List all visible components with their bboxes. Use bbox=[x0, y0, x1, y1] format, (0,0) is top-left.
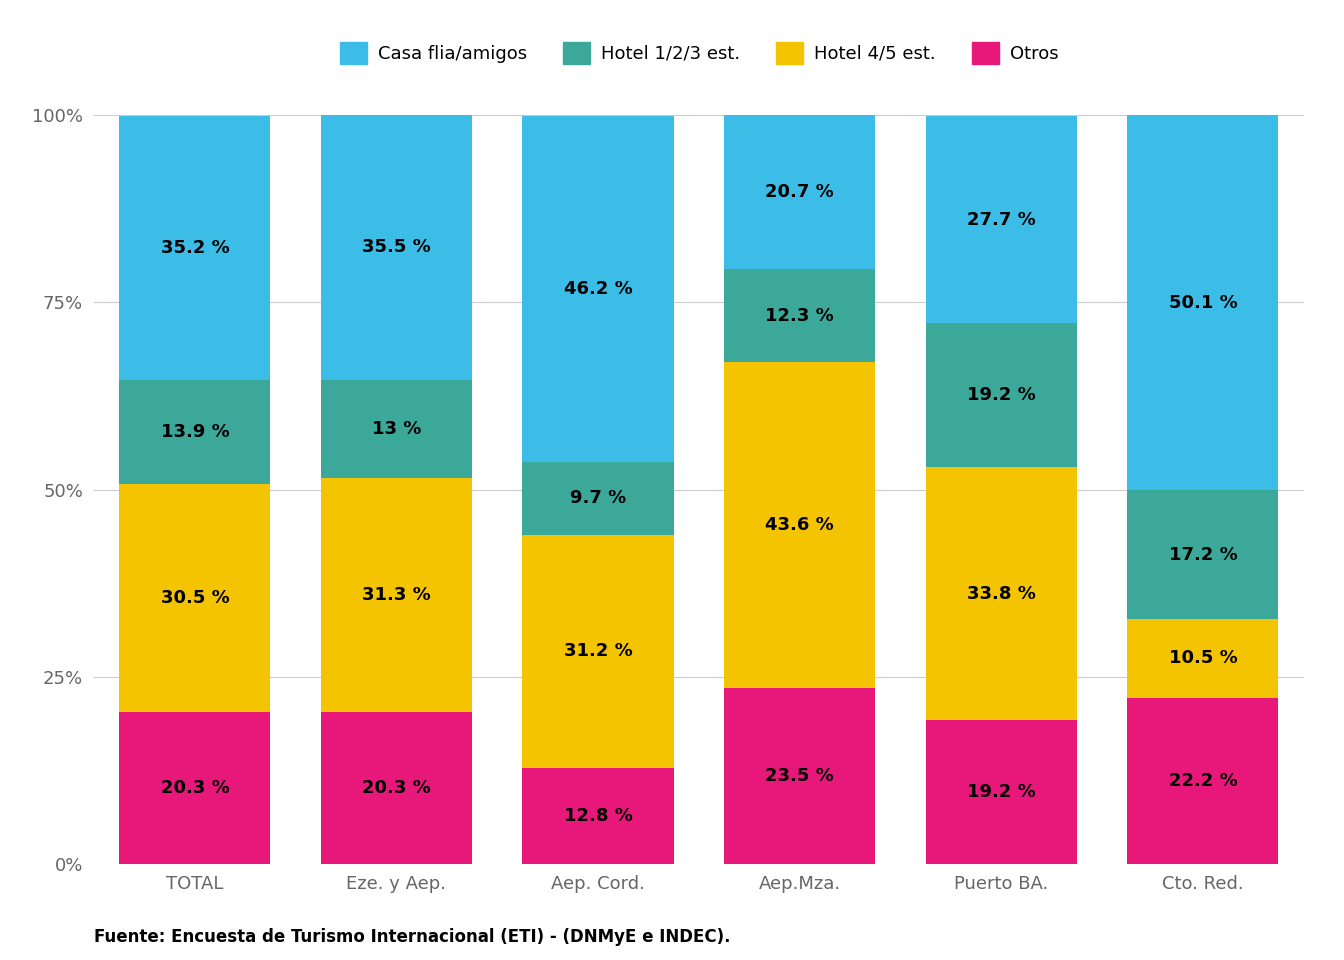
Bar bbox=[321, 114, 472, 380]
Text: 23.5 %: 23.5 % bbox=[765, 767, 835, 785]
Bar bbox=[120, 379, 270, 484]
Text: 50.1 %: 50.1 % bbox=[1168, 294, 1238, 312]
Bar bbox=[1128, 698, 1278, 864]
Bar bbox=[724, 688, 875, 864]
Text: 9.7 %: 9.7 % bbox=[570, 490, 626, 507]
Bar bbox=[523, 462, 673, 535]
Text: 17.2 %: 17.2 % bbox=[1168, 545, 1238, 564]
Bar bbox=[724, 114, 875, 270]
Text: 13.9 %: 13.9 % bbox=[160, 422, 230, 441]
Bar bbox=[926, 324, 1077, 468]
Bar bbox=[321, 712, 472, 864]
Bar bbox=[1128, 491, 1278, 619]
Bar bbox=[120, 712, 270, 864]
Text: 19.2 %: 19.2 % bbox=[966, 783, 1036, 801]
Text: Fuente: Encuesta de Turismo Internacional (ETI) - (DNMyE e INDEC).: Fuente: Encuesta de Turismo Internaciona… bbox=[94, 927, 731, 946]
Text: 10.5 %: 10.5 % bbox=[1168, 650, 1238, 667]
Text: 20.3 %: 20.3 % bbox=[362, 779, 431, 797]
Bar bbox=[1128, 115, 1278, 491]
Text: 46.2 %: 46.2 % bbox=[563, 280, 633, 298]
Bar bbox=[926, 116, 1077, 324]
Text: 20.3 %: 20.3 % bbox=[160, 779, 230, 797]
Bar bbox=[926, 720, 1077, 864]
Text: 27.7 %: 27.7 % bbox=[966, 210, 1036, 228]
Bar bbox=[724, 362, 875, 688]
Bar bbox=[724, 270, 875, 362]
Bar bbox=[523, 116, 673, 462]
Legend: Casa flia/amigos, Hotel 1/2/3 est., Hotel 4/5 est., Otros: Casa flia/amigos, Hotel 1/2/3 est., Hote… bbox=[332, 35, 1066, 71]
Text: 43.6 %: 43.6 % bbox=[765, 516, 835, 534]
Bar bbox=[321, 478, 472, 712]
Bar bbox=[321, 380, 472, 478]
Text: 19.2 %: 19.2 % bbox=[966, 386, 1036, 404]
Text: 12.8 %: 12.8 % bbox=[563, 807, 633, 825]
Text: 12.3 %: 12.3 % bbox=[765, 306, 835, 324]
Bar bbox=[1128, 619, 1278, 698]
Text: 31.3 %: 31.3 % bbox=[362, 586, 431, 604]
Text: 13 %: 13 % bbox=[372, 420, 421, 438]
Bar bbox=[120, 116, 270, 379]
Text: 31.2 %: 31.2 % bbox=[563, 642, 633, 660]
Text: 33.8 %: 33.8 % bbox=[966, 585, 1036, 603]
Bar bbox=[523, 768, 673, 864]
Bar bbox=[120, 484, 270, 712]
Text: 20.7 %: 20.7 % bbox=[765, 183, 835, 201]
Text: 35.2 %: 35.2 % bbox=[160, 239, 230, 256]
Bar bbox=[926, 468, 1077, 720]
Text: 35.5 %: 35.5 % bbox=[362, 238, 431, 256]
Bar bbox=[523, 535, 673, 768]
Text: 30.5 %: 30.5 % bbox=[160, 588, 230, 607]
Text: 22.2 %: 22.2 % bbox=[1168, 772, 1238, 790]
